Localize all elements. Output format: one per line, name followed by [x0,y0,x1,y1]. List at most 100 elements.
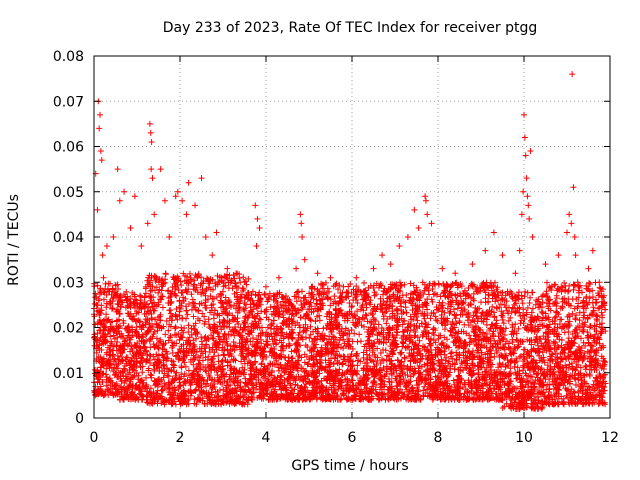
data-point [136,379,143,386]
data-point [239,285,246,292]
data-point [119,349,126,356]
data-point [190,313,197,320]
data-point [133,308,140,315]
data-point [491,353,498,360]
data-point [382,347,389,354]
data-point [103,324,110,331]
data-point [397,351,404,358]
data-point [165,287,172,294]
data-point [103,382,110,389]
data-point [97,327,104,334]
data-point [92,383,99,390]
data-point [112,292,119,299]
data-point [361,279,368,286]
data-point [414,317,421,324]
data-point [100,296,107,303]
data-point [221,330,228,337]
data-point [96,319,103,326]
data-point [130,352,137,359]
data-point [353,283,360,290]
data-point [104,330,111,337]
data-point [297,314,304,321]
data-point [150,341,157,348]
data-point [94,379,101,386]
data-point [165,295,172,302]
data-point [178,302,185,309]
data-point [120,372,127,379]
data-points [91,71,609,412]
data-point [109,385,116,392]
data-point [99,378,106,385]
data-point [113,328,120,335]
data-point [124,310,131,317]
data-point [181,378,188,385]
data-point [403,309,410,316]
data-point [105,280,112,287]
data-point [169,350,176,357]
data-point [354,338,361,345]
data-point [178,324,185,331]
data-point [93,349,100,356]
data-point [475,371,482,378]
data-point [123,341,130,348]
data-point [192,320,199,327]
data-point [107,381,114,388]
data-point [306,316,313,323]
data-point [103,304,110,311]
data-point [111,364,118,371]
data-point [331,293,338,300]
data-point [102,388,109,395]
data-point [164,355,171,362]
data-point [106,351,113,358]
data-point [106,299,113,306]
data-point [116,396,123,403]
data-point [233,283,240,290]
data-point [95,389,102,396]
data-point [92,391,99,398]
data-point [131,293,138,300]
data-point [291,386,298,393]
data-point [137,299,144,306]
data-point [118,353,125,360]
data-point [167,310,174,317]
data-point [92,321,99,328]
data-point [125,395,132,402]
data-point [155,289,162,296]
data-point [116,322,123,329]
data-point [126,376,133,383]
data-point [261,290,268,297]
data-point [128,364,135,371]
data-point [116,298,123,305]
data-point [122,373,129,380]
data-point [94,282,101,289]
data-point [136,343,143,350]
data-point [166,386,173,393]
data-point [125,329,132,336]
data-point [123,288,130,295]
data-point [496,360,503,367]
data-point [333,280,340,287]
data-point [173,352,180,359]
data-point [491,337,498,344]
data-point [134,303,141,310]
data-point [124,296,131,303]
data-point [120,320,127,327]
data-point [305,360,312,367]
data-point [123,334,130,341]
data-point [225,285,232,292]
data-point [211,327,218,334]
data-point [110,391,117,398]
data-point [403,291,410,298]
data-point [402,383,409,390]
data-point [92,294,99,301]
data-point [219,357,226,364]
data-point [131,328,138,335]
data-point [126,381,133,388]
data-point [105,344,112,351]
data-point [129,382,136,389]
data-point [141,294,148,301]
data-point [117,359,124,366]
data-point [110,295,117,302]
data-point [179,315,186,322]
data-point [159,351,166,358]
